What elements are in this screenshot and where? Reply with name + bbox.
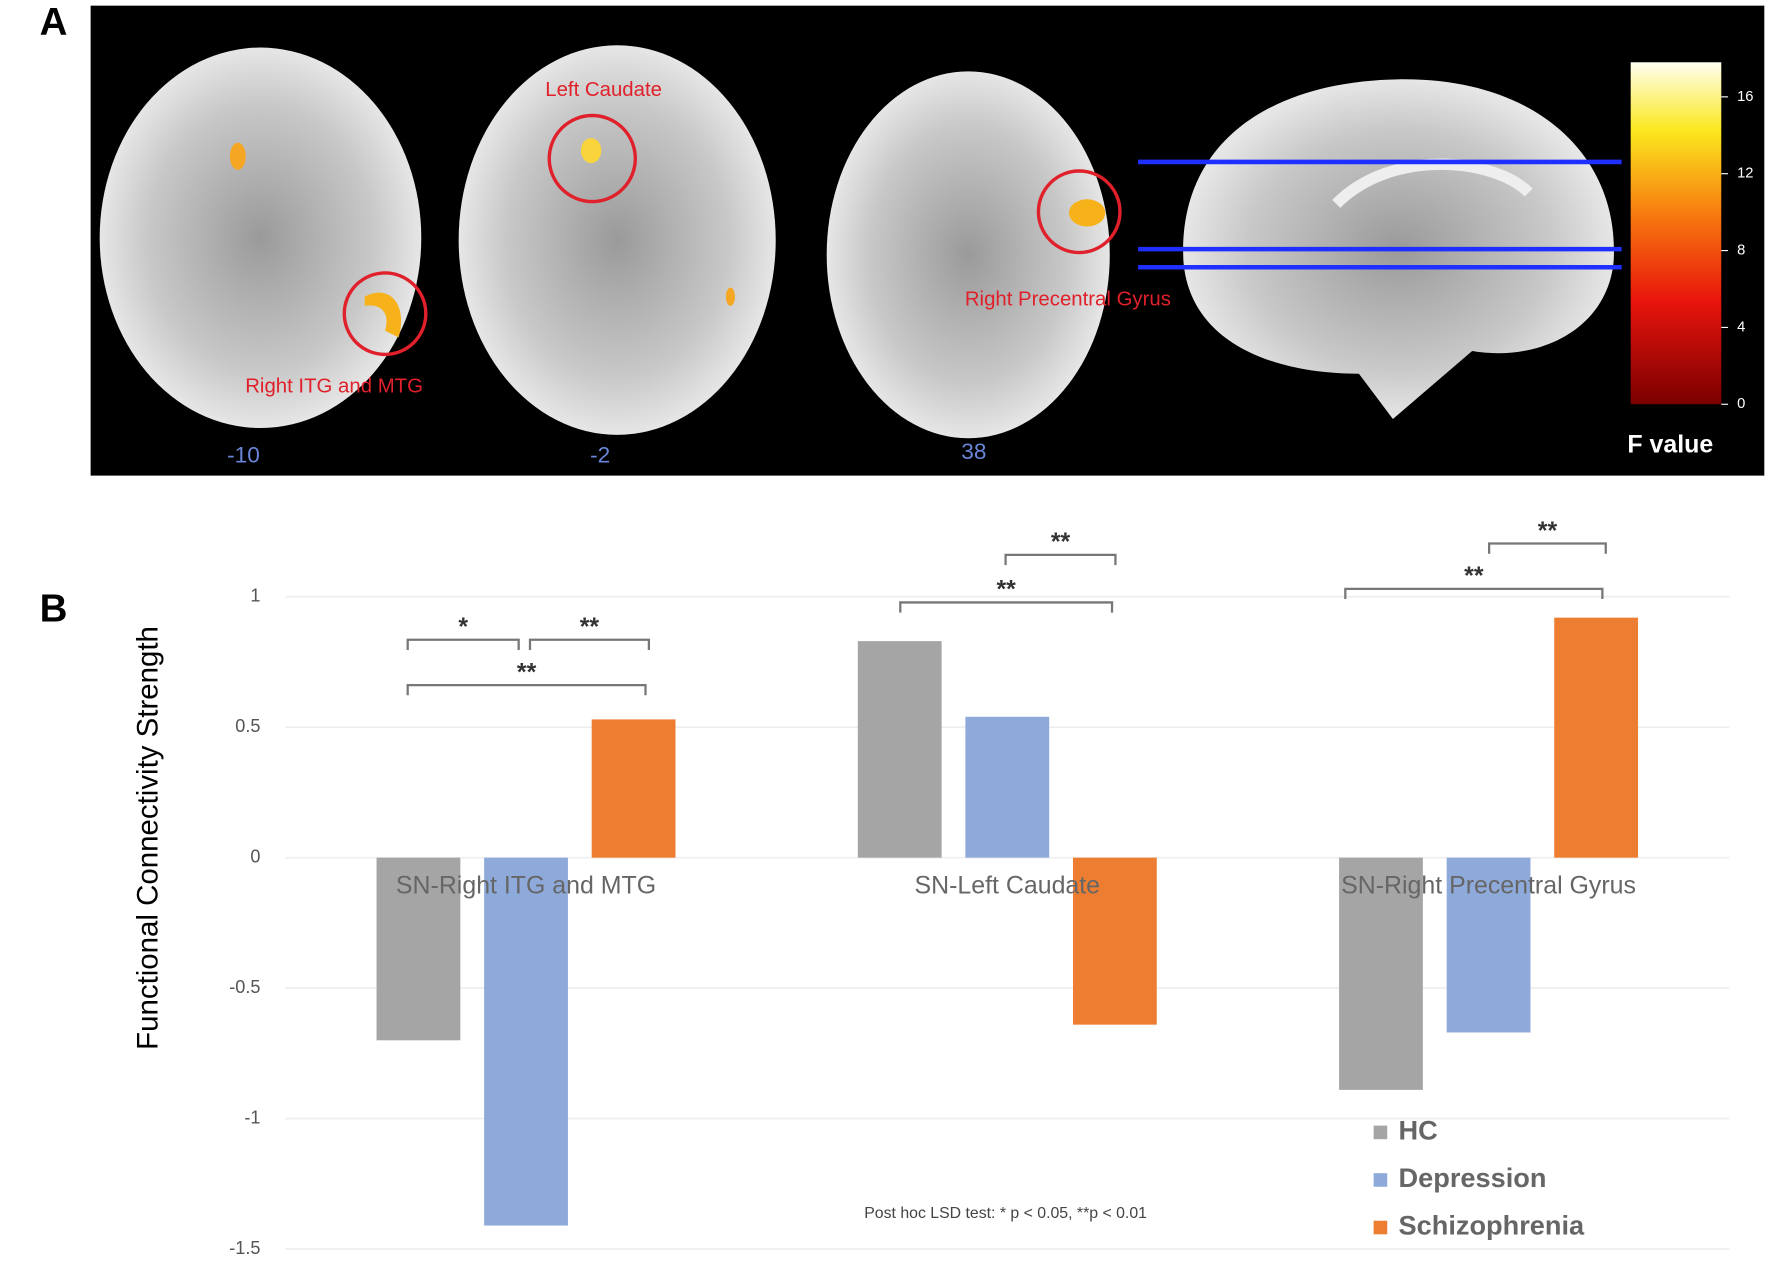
legend-label: Schizophrenia bbox=[1399, 1210, 1585, 1241]
x-tick-label: SN-Right ITG and MTG bbox=[396, 872, 656, 900]
significance-label: ** bbox=[1051, 528, 1071, 556]
colorbar-tick-label: 0 bbox=[1737, 396, 1745, 412]
legend-swatch bbox=[1373, 1173, 1388, 1187]
colorbar-tick-label: 4 bbox=[1737, 319, 1745, 335]
panel-label: A bbox=[40, 1, 68, 44]
bar bbox=[1446, 857, 1531, 1033]
y-tick-label: 0 bbox=[250, 846, 260, 866]
significance-bracket bbox=[1004, 553, 1117, 566]
significance-bracket bbox=[528, 638, 651, 650]
bar bbox=[1072, 857, 1157, 1025]
bar bbox=[1554, 617, 1639, 858]
brain-slice bbox=[99, 47, 422, 429]
significance-bracket bbox=[1488, 542, 1607, 554]
colorbar-tick-label: 12 bbox=[1737, 166, 1753, 182]
y-tick-label: -1 bbox=[244, 1107, 260, 1127]
brain-slice bbox=[458, 45, 776, 435]
bar bbox=[857, 641, 942, 858]
note: Post hoc LSD test: * p < 0.05, **p < 0.0… bbox=[864, 1205, 1147, 1222]
significance-bracket bbox=[899, 601, 1114, 613]
region-circle bbox=[342, 271, 428, 357]
panel-label: B bbox=[40, 588, 68, 631]
activation-blob bbox=[580, 138, 602, 164]
slice-label: 38 bbox=[961, 439, 986, 464]
slice-label: -2 bbox=[590, 442, 610, 467]
legend-label: HC bbox=[1399, 1115, 1438, 1146]
y-axis-title: Functional Connectivity Strength bbox=[131, 626, 164, 1050]
bar bbox=[591, 719, 676, 858]
significance-label: ** bbox=[1464, 562, 1484, 590]
bar bbox=[484, 857, 568, 1226]
legend-label: Depression bbox=[1399, 1162, 1547, 1193]
colorbar-title: F value bbox=[1627, 431, 1713, 459]
y-tick-label: -0.5 bbox=[229, 977, 260, 997]
region-circle bbox=[547, 113, 638, 204]
significance-bracket bbox=[406, 638, 520, 650]
activation-blob bbox=[229, 142, 246, 170]
activation-blob bbox=[364, 292, 402, 338]
region-label: Right Precentral Gyrus bbox=[965, 288, 1171, 310]
legend-swatch bbox=[1373, 1220, 1388, 1235]
bar bbox=[1339, 857, 1423, 1090]
activation-blob bbox=[1069, 199, 1106, 227]
colorbar bbox=[1630, 62, 1722, 405]
significance-label: ** bbox=[580, 613, 600, 641]
x-tick-label: SN-Left Caudate bbox=[915, 872, 1101, 900]
region-label: Right ITG and MTG bbox=[245, 376, 423, 398]
significance-bracket bbox=[1344, 587, 1604, 600]
region-circle bbox=[1036, 169, 1122, 255]
significance-label: ** bbox=[517, 658, 537, 686]
region-label: Left Caudate bbox=[545, 79, 662, 101]
y-tick-label: 1 bbox=[250, 586, 260, 606]
significance-label: ** bbox=[1538, 517, 1558, 545]
significance-label: * bbox=[458, 613, 468, 641]
significance-label: ** bbox=[996, 576, 1016, 604]
bar bbox=[376, 857, 461, 1041]
y-tick-label: -1.5 bbox=[229, 1238, 260, 1258]
colorbar-tick-label: 8 bbox=[1737, 242, 1745, 258]
y-tick-label: 0.5 bbox=[235, 716, 260, 736]
bar bbox=[965, 716, 1050, 858]
slice-label: -10 bbox=[227, 442, 260, 467]
activation-blob bbox=[725, 287, 735, 306]
legend-swatch bbox=[1373, 1125, 1388, 1140]
brain-slice bbox=[826, 71, 1110, 439]
significance-bracket bbox=[406, 683, 647, 696]
x-tick-label: SN-Right Precentral Gyrus bbox=[1341, 872, 1636, 900]
colorbar-tick-label: 16 bbox=[1737, 89, 1753, 105]
